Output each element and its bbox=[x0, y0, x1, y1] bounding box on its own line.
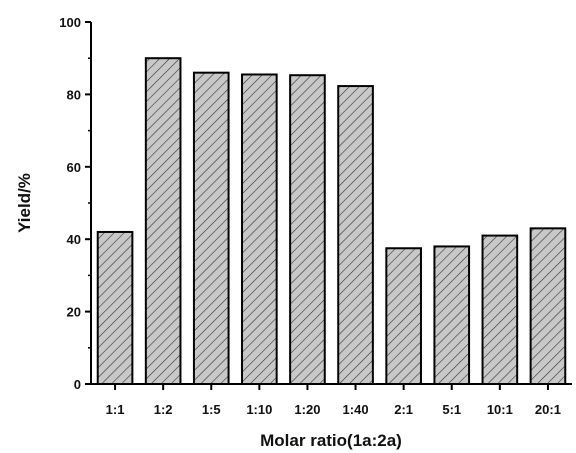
y-ticks-group: 0 20 40 60 80 100 bbox=[59, 15, 91, 392]
bars-group bbox=[96, 57, 567, 386]
bar-10-1 bbox=[481, 234, 519, 385]
x-tick-label: 1:40 bbox=[343, 402, 369, 417]
x-axis-title: Molar ratio(1a:2a) bbox=[260, 431, 402, 450]
y-tick-label: 20 bbox=[67, 305, 81, 320]
x-tick-label: 1:10 bbox=[246, 402, 272, 417]
bar-1-40 bbox=[337, 85, 374, 385]
x-tick-label: 1:5 bbox=[202, 402, 221, 417]
y-tick-label: 60 bbox=[67, 160, 81, 175]
x-ticks-group: 1:1 1:2 1:5 1:10 1:20 1:40 2:1 5:1 10:1 20:1 bbox=[106, 384, 561, 417]
bar-1-10 bbox=[241, 73, 278, 386]
y-tick-label: 0 bbox=[74, 377, 81, 392]
x-tick-label: 1:1 bbox=[106, 402, 125, 417]
bar-1-2 bbox=[144, 57, 182, 385]
y-tick-label: 80 bbox=[67, 87, 81, 102]
bar-20-1 bbox=[529, 227, 567, 385]
x-tick-label: 10:1 bbox=[487, 402, 513, 417]
bar-1-5 bbox=[192, 71, 230, 386]
x-tick-label: 1:20 bbox=[294, 402, 320, 417]
x-tick-label: 1:2 bbox=[154, 402, 173, 417]
bar-1-20 bbox=[289, 74, 326, 386]
y-tick-label: 100 bbox=[59, 15, 81, 30]
bar-2-1 bbox=[385, 247, 422, 385]
x-tick-label: 2:1 bbox=[394, 402, 413, 417]
bar-5-1 bbox=[433, 245, 471, 385]
y-tick-label: 40 bbox=[67, 232, 81, 247]
bar-1-1 bbox=[96, 230, 134, 385]
x-tick-label: 5:1 bbox=[442, 402, 461, 417]
y-axis-title: Yield/% bbox=[15, 173, 34, 233]
x-tick-label: 20:1 bbox=[535, 402, 561, 417]
